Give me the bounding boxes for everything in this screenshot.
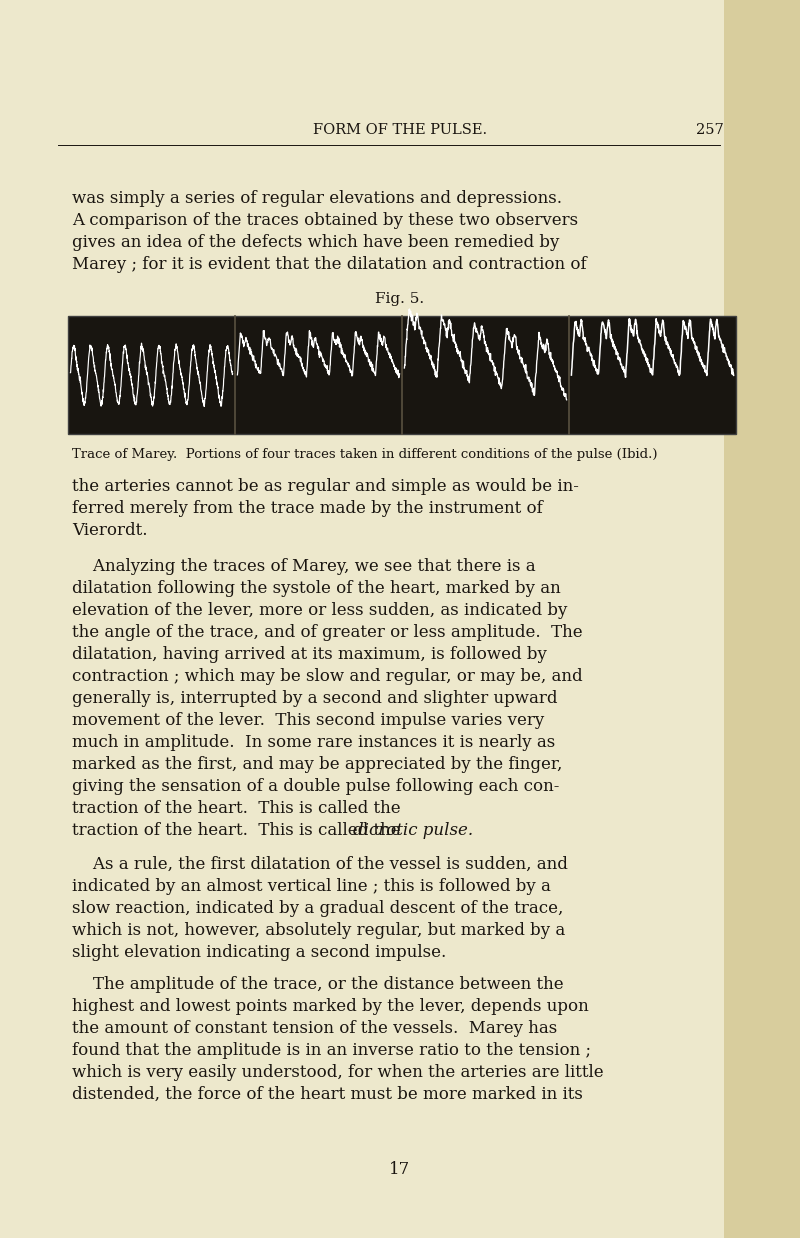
Text: contraction ; which may be slow and regular, or may be, and: contraction ; which may be slow and regu…: [72, 669, 582, 685]
Text: gives an idea of the defects which have been remedied by: gives an idea of the defects which have …: [72, 234, 559, 251]
Text: As a rule, the first dilatation of the vessel is sudden, and: As a rule, the first dilatation of the v…: [72, 855, 568, 873]
Text: indicated by an almost vertical line ; this is followed by a: indicated by an almost vertical line ; t…: [72, 878, 551, 895]
Text: dicrotic pulse.: dicrotic pulse.: [353, 822, 473, 839]
Text: dilatation following the systole of the heart, marked by an: dilatation following the systole of the …: [72, 579, 561, 597]
Text: was simply a series of regular elevations and depressions.: was simply a series of regular elevation…: [72, 189, 562, 207]
Text: 17: 17: [390, 1161, 410, 1179]
Text: the angle of the trace, and of greater or less amplitude.  The: the angle of the trace, and of greater o…: [72, 624, 582, 641]
Text: which is very easily understood, for when the arteries are little: which is very easily understood, for whe…: [72, 1063, 604, 1081]
Text: Marey ; for it is evident that the dilatation and contraction of: Marey ; for it is evident that the dilat…: [72, 256, 586, 274]
Text: marked as the first, and may be appreciated by the finger,: marked as the first, and may be apprecia…: [72, 756, 562, 773]
Bar: [724, 0, 800, 1238]
Bar: [68, 316, 736, 435]
Text: ferred merely from the trace made by the instrument of: ferred merely from the trace made by the…: [72, 500, 542, 517]
Text: The amplitude of the trace, or the distance between the: The amplitude of the trace, or the dista…: [72, 976, 564, 993]
Text: slight elevation indicating a second impulse.: slight elevation indicating a second imp…: [72, 945, 446, 961]
Text: 257: 257: [696, 123, 724, 137]
Text: Vierordt.: Vierordt.: [72, 522, 147, 539]
Text: FORM OF THE PULSE.: FORM OF THE PULSE.: [313, 123, 487, 137]
Text: giving the sensation of a double pulse following each con-: giving the sensation of a double pulse f…: [72, 777, 559, 795]
Text: Analyzing the traces of Marey, we see that there is a: Analyzing the traces of Marey, we see th…: [72, 558, 536, 574]
Text: much in amplitude.  In some rare instances it is nearly as: much in amplitude. In some rare instance…: [72, 734, 555, 751]
Text: found that the amplitude is in an inverse ratio to the tension ;: found that the amplitude is in an invers…: [72, 1042, 591, 1058]
Text: traction of the heart.  This is called the: traction of the heart. This is called th…: [72, 822, 406, 839]
Text: which is not, however, absolutely regular, but marked by a: which is not, however, absolutely regula…: [72, 922, 566, 938]
Text: the arteries cannot be as regular and simple as would be in-: the arteries cannot be as regular and si…: [72, 478, 579, 495]
Text: Fig. 5.: Fig. 5.: [375, 292, 425, 306]
Text: slow reaction, indicated by a gradual descent of the trace,: slow reaction, indicated by a gradual de…: [72, 900, 563, 917]
Text: movement of the lever.  This second impulse varies very: movement of the lever. This second impul…: [72, 712, 544, 729]
Text: traction of the heart.  This is called the: traction of the heart. This is called th…: [72, 800, 406, 817]
Text: Trace of Marey.  Portions of four traces taken in different conditions of the pu: Trace of Marey. Portions of four traces …: [72, 448, 658, 461]
Text: elevation of the lever, more or less sudden, as indicated by: elevation of the lever, more or less sud…: [72, 602, 567, 619]
Text: the amount of constant tension of the vessels.  Marey has: the amount of constant tension of the ve…: [72, 1020, 558, 1037]
Text: generally is, interrupted by a second and slighter upward: generally is, interrupted by a second an…: [72, 690, 558, 707]
Text: A comparison of the traces obtained by these two observers: A comparison of the traces obtained by t…: [72, 212, 578, 229]
Text: highest and lowest points marked by the lever, depends upon: highest and lowest points marked by the …: [72, 998, 589, 1015]
Text: distended, the force of the heart must be more marked in its: distended, the force of the heart must b…: [72, 1086, 583, 1103]
Text: dilatation, having arrived at its maximum, is followed by: dilatation, having arrived at its maximu…: [72, 646, 547, 664]
